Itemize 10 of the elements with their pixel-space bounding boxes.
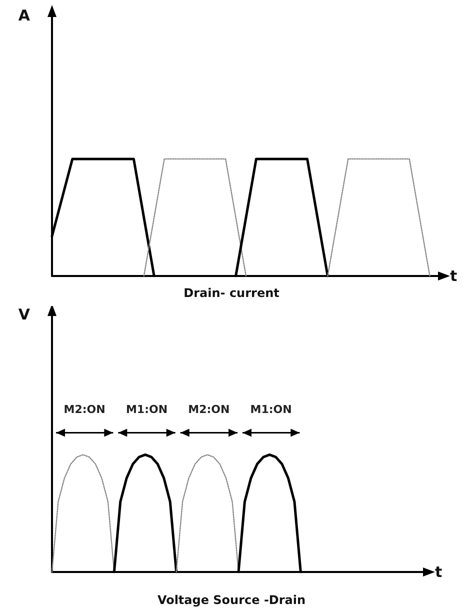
text: Voltage Source -Drain <box>157 593 306 607</box>
text: Drain- current <box>184 286 280 300</box>
text: M2:ON <box>188 402 230 416</box>
text: M2:ON <box>64 402 106 416</box>
text: M1:ON <box>126 402 168 416</box>
x-axis-title: t <box>435 563 442 581</box>
text: M1:ON <box>250 402 292 416</box>
x-axis-title: t <box>450 267 458 285</box>
y-axis-title: V <box>18 306 30 324</box>
y-axis-title: A <box>18 6 30 24</box>
